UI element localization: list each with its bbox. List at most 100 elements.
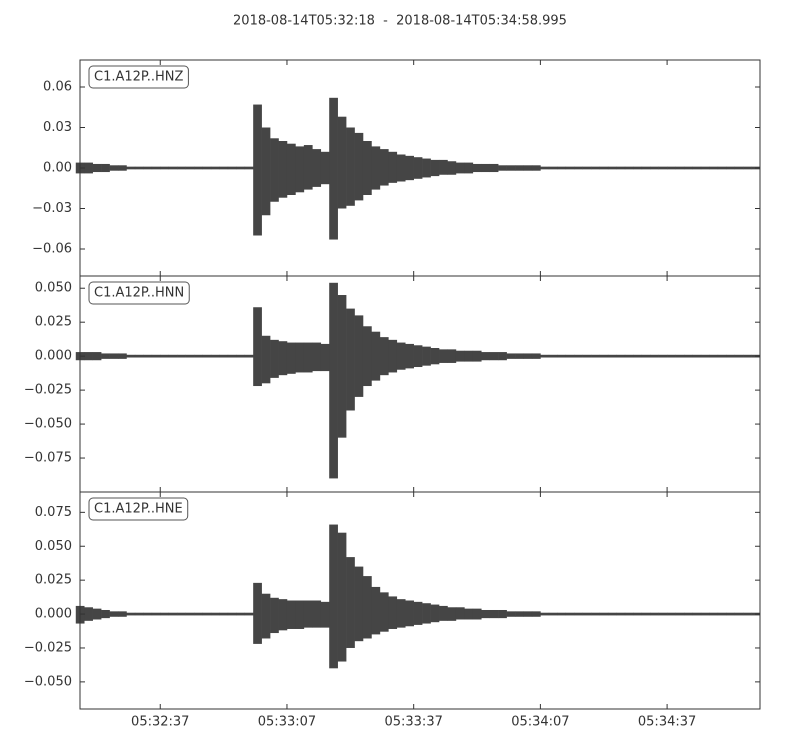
waveform-bar xyxy=(362,326,372,387)
waveform-bar xyxy=(396,599,406,628)
waveform-bar xyxy=(498,352,507,361)
waveform-bar xyxy=(320,151,330,185)
y-tick-label: 0.050 xyxy=(35,281,72,296)
waveform-bar xyxy=(312,342,322,372)
y-tick-label: −0.03 xyxy=(32,201,72,216)
panel: 0.050 0.025 0.000 −0.025 −0.050 −0.075 C1.A12P… xyxy=(24,275,761,493)
waveform-bar xyxy=(540,612,550,616)
waveform-bar xyxy=(548,612,558,616)
waveform-bar xyxy=(489,352,499,361)
waveform-bar xyxy=(481,163,491,173)
waveform-bar xyxy=(312,600,322,628)
waveform-bar xyxy=(354,315,364,397)
waveform-bar xyxy=(548,354,558,358)
waveform-bar xyxy=(447,161,457,175)
waveform-bar xyxy=(210,166,220,170)
waveform-bar xyxy=(709,612,719,616)
waveform-bar xyxy=(616,354,626,358)
waveform-bar xyxy=(346,308,355,411)
waveform-bar xyxy=(168,354,178,358)
waveform-bar xyxy=(177,166,186,170)
waveform-bar xyxy=(118,611,127,617)
waveform-bar xyxy=(464,350,474,362)
waveform-bar xyxy=(405,155,414,181)
y-tick-label: 0.03 xyxy=(43,120,72,135)
waveform-bar xyxy=(439,349,448,363)
y-tick-label: 0.075 xyxy=(35,505,72,520)
waveform-bar xyxy=(261,593,271,639)
waveform-bar xyxy=(337,532,347,662)
waveform-bar xyxy=(286,143,296,195)
waveform-bar xyxy=(540,354,550,358)
waveform-bar xyxy=(109,353,119,359)
waveform-bar xyxy=(422,158,431,178)
waveform-bar xyxy=(650,354,659,358)
waveform-bar xyxy=(582,354,592,358)
waveform-bar xyxy=(405,600,414,627)
waveform-bar xyxy=(675,612,685,616)
waveform-bar xyxy=(210,612,220,616)
waveform-bar xyxy=(261,335,271,384)
waveform-bar xyxy=(210,354,220,358)
waveform-bar xyxy=(362,141,372,195)
waveform-bar xyxy=(481,352,491,361)
trace-label: C1.A12P..HNN xyxy=(94,286,184,301)
waveform-bar xyxy=(574,166,583,170)
waveform-bar xyxy=(439,159,448,175)
waveform-bar xyxy=(261,127,271,216)
waveform-bar xyxy=(489,163,499,173)
waveform-bar xyxy=(244,354,254,358)
axes-frame xyxy=(79,491,761,710)
waveform-bar xyxy=(455,162,465,174)
y-tick-label: −0.025 xyxy=(24,383,72,398)
waveform-bar xyxy=(84,352,93,361)
waveform-bar xyxy=(565,354,575,358)
waveform-bar xyxy=(337,295,347,438)
waveform-bar xyxy=(253,307,262,387)
waveform-bar xyxy=(726,354,735,358)
waveform-bar xyxy=(650,612,659,616)
waveform-bar xyxy=(253,582,262,644)
waveform-bar xyxy=(303,145,313,190)
waveform-bar xyxy=(430,348,440,365)
waveform-bar xyxy=(717,354,727,358)
waveform-bar xyxy=(379,592,389,632)
waveform-bar xyxy=(388,596,398,629)
waveform-bar xyxy=(557,166,567,170)
waveform-bar xyxy=(312,149,322,187)
waveform-bar xyxy=(202,166,212,170)
y-tick-label: 0.025 xyxy=(35,573,72,588)
waveform-bar xyxy=(624,612,634,616)
waveform-bar xyxy=(658,354,668,358)
waveform-bar xyxy=(675,166,685,170)
waveform-bar xyxy=(565,166,575,170)
waveform-bar xyxy=(413,157,423,179)
y-tick-label: 0.025 xyxy=(35,315,72,330)
y-tick-label: −0.050 xyxy=(24,674,72,689)
waveform-bar xyxy=(557,354,567,358)
waveform-bar xyxy=(523,611,533,617)
x-tick-label: 05:34:37 xyxy=(638,715,696,730)
waveform-bar xyxy=(430,604,440,623)
waveform-bar xyxy=(388,151,398,183)
waveform-bar xyxy=(244,166,254,170)
waveform-bar xyxy=(227,166,237,170)
x-tick-label: 05:34:07 xyxy=(511,715,569,730)
waveform-bar xyxy=(557,612,567,616)
waveform-bar xyxy=(379,337,389,376)
waveform-bar xyxy=(523,165,533,171)
waveform-bar xyxy=(607,612,617,616)
waveform-bar xyxy=(160,166,169,170)
y-tick-label: 0.06 xyxy=(43,80,72,95)
waveform-bar xyxy=(464,608,474,620)
waveform-bar xyxy=(92,608,102,620)
waveform-bar xyxy=(227,612,237,616)
waveform-bar xyxy=(667,354,676,358)
waveform-bar xyxy=(109,611,119,617)
waveform-bar xyxy=(455,607,465,620)
y-tick-label: 0.000 xyxy=(35,607,72,622)
waveform-bar xyxy=(599,166,609,170)
waveform-bar xyxy=(346,557,355,648)
